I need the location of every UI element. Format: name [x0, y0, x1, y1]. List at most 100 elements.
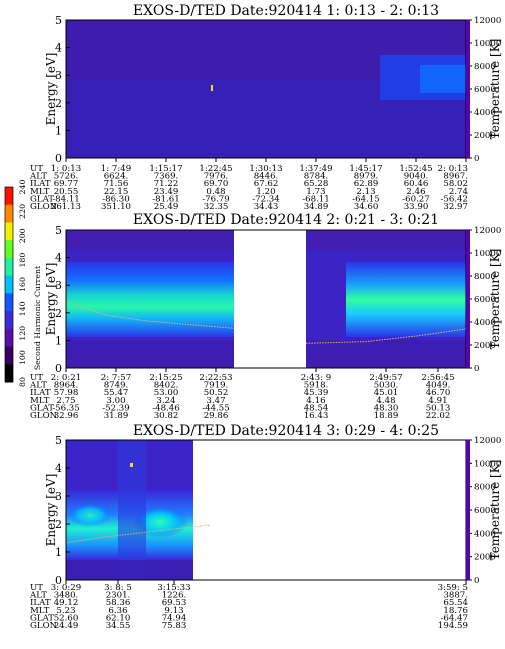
table-cell: -84.11: [52, 194, 80, 204]
table-cell: 1226.: [162, 591, 187, 601]
table-cell: 65.54: [443, 598, 468, 608]
table-cell: 8979.: [354, 172, 379, 182]
panel-3-ytick-right-label: 10000: [474, 459, 501, 469]
table-cell: 74.94: [162, 613, 187, 623]
table-cell: 1:37:49: [299, 164, 332, 174]
colorbar-cell: [5, 328, 13, 348]
colorbar-tick-label: 180: [18, 253, 27, 268]
table-cell: 49.12: [54, 598, 79, 608]
panel-2-ytick-right-label: 10000: [474, 249, 501, 259]
table-cell: 24.49: [54, 621, 79, 631]
table-cell: 4.16: [306, 396, 325, 406]
table-row-label: ILAT: [30, 179, 51, 189]
table-cell: 8749.: [104, 381, 129, 391]
table-cell: 194.59: [438, 621, 468, 631]
table-cell: 31.89: [104, 411, 129, 421]
table-cell: 58.02: [443, 179, 468, 189]
table-cell: 46.70: [426, 388, 451, 398]
table-cell: 2:43: 9: [301, 373, 331, 383]
table-cell: 69.77: [54, 179, 79, 189]
table-cell: 1:30:13: [249, 164, 282, 174]
table-cell: 52.60: [54, 613, 79, 623]
panel-2-ytick-right-label: 12000: [474, 226, 501, 236]
table-cell: 8967.: [443, 172, 468, 182]
table-cell: 22.02: [426, 411, 451, 421]
table-cell: 1:52:45: [399, 164, 432, 174]
table-cell: 3:15:33: [157, 583, 190, 593]
panel-1-ylabel: Energy [eV]: [44, 53, 58, 126]
table-cell: -52.39: [102, 403, 130, 413]
colorbar-cell: [5, 240, 13, 259]
panel-3-ytick-right-label: 12000: [474, 436, 501, 446]
table-cell: 3: 0:29: [51, 583, 81, 593]
table-cell: 8964.: [54, 381, 79, 391]
panel-2-ytick-label: 5: [55, 224, 62, 237]
table-cell: 2.74: [449, 187, 469, 197]
table-cell: 8402.: [154, 381, 179, 391]
table-row-label: MLT: [30, 187, 50, 197]
panel-3: EXOS-D/TED Date:920414 3: 0:29 - 4: 0:25…: [29, 423, 502, 631]
table-cell: 20.55: [54, 187, 79, 197]
table-cell: 30.82: [154, 411, 179, 421]
panel-1-ytick-label: 3: [55, 69, 62, 82]
panel-2-title: EXOS-D/TED Date:920414 2: 0:21 - 3: 0:21: [133, 212, 439, 228]
table-cell: 25.49: [154, 202, 179, 212]
table-cell: 18.89: [374, 411, 399, 421]
panel-2-ytick-label: 3: [55, 279, 62, 292]
table-cell: 2:56:45: [421, 373, 454, 383]
table-row-label: MLT: [30, 606, 50, 616]
panel-3-ytick-label: 2: [55, 518, 62, 531]
colorbar-tick-label: 140: [18, 301, 27, 316]
table-cell: 3: 8: 5: [104, 583, 132, 593]
table-row-label: GLAT: [30, 194, 54, 204]
panel-1-ytick-label: 2: [55, 97, 62, 110]
panel-2-temperature-trace: [65, 300, 235, 329]
table-cell: 1:15:17: [149, 164, 182, 174]
colorbar-cell: [5, 204, 13, 223]
table-cell: 71.22: [154, 179, 179, 189]
table-cell: 48.54: [304, 403, 329, 413]
table-row-label: ALT: [29, 591, 47, 601]
panel-2-ytick-label: 1: [55, 334, 62, 347]
table-row-label: MLT: [30, 396, 50, 406]
panel-1-ytick-label: 1: [55, 124, 62, 137]
panel-1-ytick-right-label: 0: [474, 154, 479, 164]
colorbar: 80 100 120 140 160 180 200 220 240 Second Harmon…: [4, 180, 42, 387]
panel-1-ytick-right-label: 4000: [474, 108, 496, 118]
table-cell: 3:59: 5: [438, 583, 468, 593]
panel-1-ytick-label: 0: [55, 152, 62, 165]
table-cell: 65.28: [304, 179, 329, 189]
table-row-label: ALT: [29, 381, 47, 391]
table-cell: 48.30: [374, 403, 399, 413]
panel-2-data-gap: [234, 230, 306, 368]
table-cell: 9.13: [164, 606, 183, 616]
colorbar-tick-label: 120: [18, 326, 27, 341]
table-cell: 5918.: [304, 381, 329, 391]
table-cell: 29.86: [204, 411, 229, 421]
colorbar-tick-label: 100: [18, 350, 27, 365]
panel-1-ytick-right-label: 12000: [474, 16, 501, 26]
panel-3-spike: [130, 463, 133, 467]
table-cell: 5.23: [56, 606, 75, 616]
table-cell: 34.60: [354, 202, 379, 212]
panel-3-ytick-label: 3: [55, 490, 62, 503]
table-cell: 2:15:25: [149, 373, 182, 383]
colorbar-cell: [5, 364, 13, 383]
table-cell: 3.24: [156, 396, 176, 406]
table-row-label: GLON: [30, 202, 58, 212]
table-cell: 4.48: [376, 396, 395, 406]
table-cell: 261.13: [51, 202, 81, 212]
table-cell: 18.76: [443, 606, 468, 616]
table-cell: 69.53: [162, 598, 187, 608]
panel-1-spike: [211, 85, 213, 91]
table-cell: 32.35: [204, 202, 229, 212]
table-cell: 2.13: [356, 187, 375, 197]
table-cell: 67.62: [254, 179, 279, 189]
table-row-label: UT: [30, 583, 43, 593]
panel-1: EXOS-D/TED Date:920414 1: 0:13 - 2: 0:13…: [29, 3, 502, 212]
panel-2-ytick-label: 4: [55, 252, 62, 265]
table-row-label: ILAT: [30, 598, 51, 608]
table-cell: -64.15: [352, 194, 380, 204]
panel-1-right-strip: [466, 20, 470, 158]
table-cell: 8446.: [254, 172, 279, 182]
